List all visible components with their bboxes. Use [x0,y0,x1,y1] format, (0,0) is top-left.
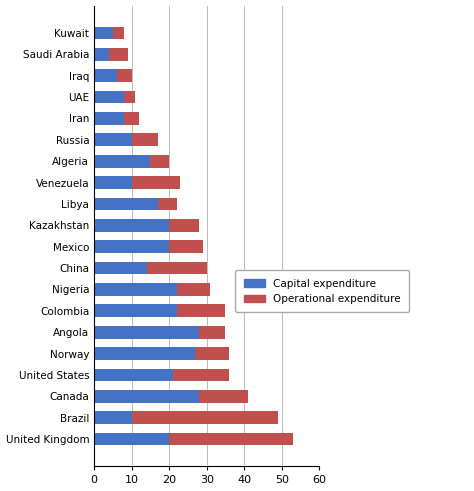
Bar [94,69,117,82]
Bar [94,262,146,274]
Bar [94,176,132,189]
Bar [109,48,128,61]
Bar [94,219,169,232]
Bar [94,27,113,39]
Bar [177,283,210,296]
Bar [94,197,158,210]
Bar [94,326,199,339]
Bar [132,411,278,424]
Bar [94,240,169,253]
Bar [117,69,132,82]
Bar [150,155,169,167]
Bar [158,197,177,210]
Bar [94,390,199,403]
Bar [94,91,124,104]
Bar [94,411,132,424]
Bar [94,283,177,296]
Bar [94,369,173,382]
Bar [199,390,248,403]
Bar [132,176,181,189]
Bar [169,433,293,445]
Bar [146,262,207,274]
Bar [94,433,169,445]
Bar [94,155,150,167]
Bar [195,347,229,360]
Bar [169,219,199,232]
Legend: Capital expenditure, Operational expenditure: Capital expenditure, Operational expendi… [235,271,409,312]
Bar [94,134,132,146]
Bar [94,48,109,61]
Bar [124,91,136,104]
Bar [124,112,139,125]
Bar [177,304,226,317]
Bar [113,27,124,39]
Bar [94,112,124,125]
Bar [199,326,226,339]
Bar [94,347,195,360]
Bar [173,369,229,382]
Bar [169,240,203,253]
Bar [132,134,158,146]
Bar [94,304,177,317]
